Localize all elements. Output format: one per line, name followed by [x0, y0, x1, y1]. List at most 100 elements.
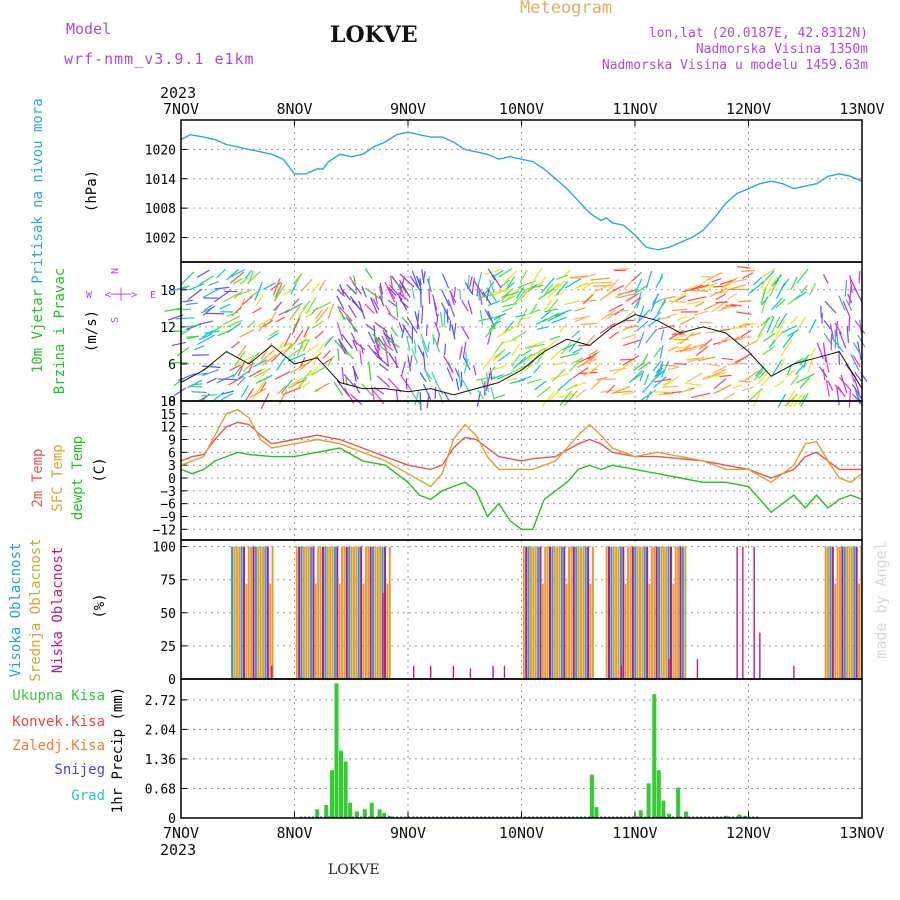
- wind-barb: [398, 283, 406, 300]
- wind-barb: [312, 320, 324, 329]
- wind-barb: [173, 387, 187, 397]
- x-tick-label-top: 12NOV: [726, 100, 771, 118]
- wind-barb: [459, 345, 463, 360]
- wind-barb: [303, 326, 310, 338]
- wind-barb: [796, 373, 815, 384]
- pressure-unit-label: (hPa): [84, 170, 100, 212]
- wind-barb: [766, 280, 781, 294]
- wind-barb: [823, 342, 827, 363]
- temperature-ytick-label: 12: [160, 421, 176, 436]
- wind-barb: [851, 383, 863, 399]
- wind-barb: [292, 315, 301, 331]
- wind-barbs: [164, 266, 868, 411]
- wind-barb: [809, 348, 817, 357]
- wind-barb: [319, 279, 327, 290]
- wind-barb: [374, 293, 379, 305]
- wind-barb: [280, 379, 293, 394]
- wind-barb: [852, 355, 861, 368]
- wind-barb: [698, 356, 716, 362]
- wind-barb: [621, 391, 636, 396]
- wind-barb: [528, 340, 545, 348]
- wind-barb: [201, 365, 221, 369]
- wind-barb: [838, 350, 841, 365]
- x-tick-label-bottom: 8NOV: [276, 824, 312, 842]
- wind-barb: [440, 311, 443, 327]
- wind-barb: [700, 282, 718, 289]
- wind-barb: [388, 284, 403, 301]
- wind-barb: [523, 282, 534, 297]
- wind-barb: [477, 282, 480, 301]
- wind-barb: [502, 307, 513, 313]
- temp-dewpt-label: dewpt Temp: [70, 436, 86, 520]
- wind-barb: [645, 390, 652, 402]
- wind-barb: [176, 346, 190, 357]
- wind-barb: [401, 316, 410, 326]
- x-tick-label-bottom: 11NOV: [612, 824, 657, 842]
- wind-barb: [276, 356, 287, 371]
- wind-barb: [361, 383, 373, 397]
- wind-barb: [204, 330, 220, 334]
- wind-barb: [638, 361, 651, 371]
- temperature-ytick-label: 18: [160, 395, 176, 410]
- temp-2m-label: 2m Temp: [30, 448, 46, 507]
- precip-bar: [638, 810, 643, 818]
- wind-barb: [387, 377, 402, 393]
- wind-barb: [270, 350, 283, 363]
- wind-barb: [541, 391, 555, 407]
- wind-barb: [359, 350, 362, 364]
- wind-barb: [574, 306, 586, 312]
- wind-barb: [315, 310, 323, 320]
- wind-barb: [419, 372, 427, 382]
- wind-barb: [432, 333, 435, 345]
- compass-west: W: [86, 290, 93, 301]
- wind-barb: [823, 332, 832, 344]
- wind-barb: [706, 363, 721, 367]
- wind-barb: [719, 374, 732, 378]
- wind-barb: [655, 364, 664, 374]
- wind-barb: [290, 283, 297, 295]
- wind-barb: [414, 311, 420, 330]
- wind-barb: [236, 344, 247, 359]
- wind-barb: [247, 270, 261, 284]
- wind-barb: [201, 330, 213, 338]
- precip-snow-label: Snijeg: [54, 762, 105, 778]
- wind-barb: [484, 281, 495, 294]
- wind-barb: [668, 329, 684, 341]
- wind-barb: [364, 287, 382, 300]
- wind-barb: [524, 343, 545, 349]
- wind-barb: [349, 276, 356, 287]
- wind-barb: [231, 341, 240, 349]
- wind-barb: [275, 316, 286, 323]
- wind-barb: [291, 318, 301, 335]
- wind-barb: [349, 296, 363, 313]
- wind-barb: [771, 297, 783, 311]
- wind-barb: [421, 305, 424, 324]
- wind-barb: [434, 321, 440, 335]
- wind-barb: [687, 296, 707, 302]
- wind-barb: [537, 289, 553, 300]
- wind-barb: [164, 307, 183, 312]
- wind-barb: [449, 290, 455, 306]
- wind-barb: [449, 320, 452, 332]
- x-tick-label-bottom: 9NOV: [390, 824, 426, 842]
- wind-barb: [263, 319, 274, 328]
- wind-barb: [436, 333, 441, 347]
- wind-barb: [825, 356, 830, 373]
- wind-barb: [409, 355, 413, 368]
- wind-barb: [414, 340, 417, 354]
- wind-barb: [252, 307, 262, 314]
- wind-barb: [528, 309, 541, 315]
- pressure-series-line: [180, 131, 863, 251]
- wind-barb: [315, 383, 327, 393]
- wind-barb: [572, 347, 583, 354]
- wind-barb: [260, 342, 273, 360]
- wind-barb: [487, 365, 506, 373]
- wind-barb: [662, 376, 680, 388]
- wind-barb: [565, 278, 581, 289]
- wind-barb: [512, 356, 527, 370]
- wind-barb: [540, 277, 555, 294]
- wind-barb: [511, 353, 521, 367]
- wind-barb: [346, 313, 356, 333]
- wind-barb: [249, 387, 267, 399]
